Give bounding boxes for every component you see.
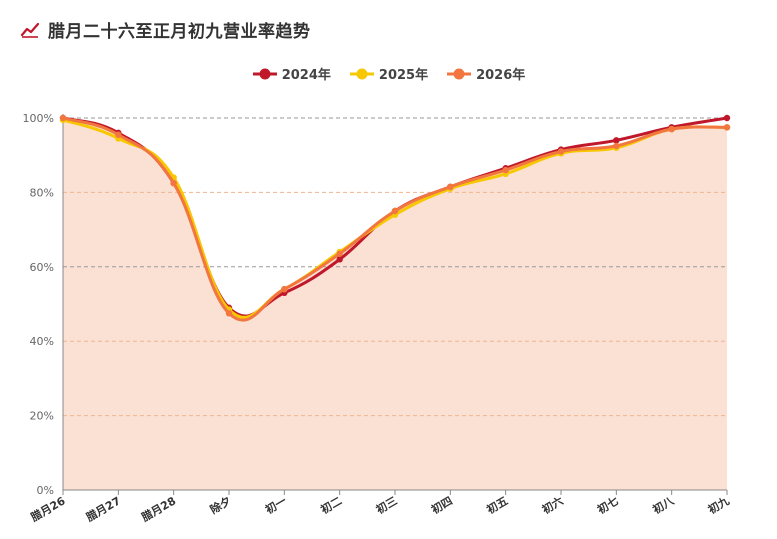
x-tick-label: 腊月27: [84, 493, 123, 524]
legend-item-2024[interactable]: 2024年: [252, 64, 331, 83]
data-point: [613, 137, 620, 144]
x-tick-label: 初四: [429, 493, 455, 516]
x-tick-label: 初七: [595, 493, 621, 516]
y-tick-label: 100%: [23, 112, 54, 125]
x-tick-label: 初三: [373, 493, 399, 516]
data-point: [225, 310, 233, 317]
line-chart-icon: [20, 22, 40, 38]
x-tick-label: 腊月26: [28, 493, 68, 524]
legend-label-2025: 2025年: [378, 68, 429, 83]
data-point: [668, 125, 675, 133]
legend-item-2025[interactable]: 2025年: [349, 64, 428, 83]
series-2026年: [59, 114, 731, 322]
y-tick-label: 20%: [30, 410, 54, 423]
x-tick-label: 初二: [318, 493, 344, 516]
chart-title-row: 腊月二十六至正月初九营业率趋势: [20, 14, 311, 44]
legend-label-2024: 2024年: [281, 68, 331, 83]
y-tick-label: 0%: [37, 484, 54, 497]
legend-label-2026: 2026年: [476, 68, 526, 83]
data-point: [170, 179, 177, 187]
data-point: [281, 285, 288, 293]
data-point: [613, 142, 620, 150]
y-tick-label: 40%: [30, 335, 54, 348]
x-tick-label: 腊月28: [139, 493, 178, 524]
data-point: [391, 207, 399, 215]
data-point: [557, 148, 565, 155]
x-tick-label: 初五: [484, 493, 510, 516]
legend-marker-2026: [447, 68, 472, 79]
x-tick-label: 初六: [539, 493, 565, 516]
y-tick-label: 60%: [30, 261, 54, 274]
y-tick-label: 80%: [30, 186, 54, 199]
data-point: [723, 114, 731, 122]
data-point: [336, 256, 343, 263]
data-point: [447, 183, 454, 191]
data-point: [502, 166, 509, 174]
data-point: [115, 131, 122, 138]
data-point: [336, 250, 343, 257]
legend-marker-2024: [252, 68, 277, 79]
x-tick-label: 初一: [263, 493, 289, 516]
data-point: [59, 114, 67, 122]
x-tick-label: 除夕: [207, 493, 233, 516]
x-tick-label: 初九: [705, 493, 731, 516]
data-point: [723, 124, 731, 131]
chart-title: 腊月二十六至正月初九营业率趋势: [48, 21, 311, 42]
legend-marker-2025: [349, 68, 374, 79]
legend: 2024年 2025年 2026年: [0, 64, 777, 83]
legend-item-2026[interactable]: 2026年: [446, 64, 525, 83]
area-fill: [63, 118, 727, 490]
x-tick-label: 初八: [650, 493, 677, 517]
